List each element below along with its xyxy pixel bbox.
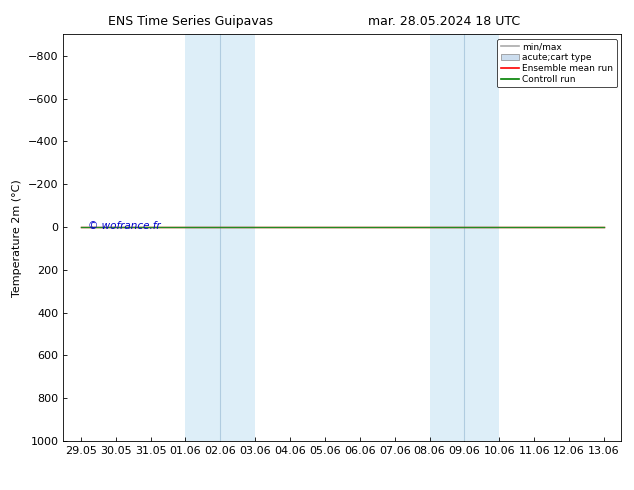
- Text: © wofrance.fr: © wofrance.fr: [87, 220, 160, 230]
- Text: mar. 28.05.2024 18 UTC: mar. 28.05.2024 18 UTC: [368, 15, 520, 28]
- Legend: min/max, acute;cart type, Ensemble mean run, Controll run: min/max, acute;cart type, Ensemble mean …: [497, 39, 617, 87]
- Bar: [185, 34, 255, 441]
- Y-axis label: Temperature 2m (°C): Temperature 2m (°C): [13, 179, 22, 296]
- Bar: [429, 34, 500, 441]
- Text: ENS Time Series Guipavas: ENS Time Series Guipavas: [108, 15, 273, 28]
